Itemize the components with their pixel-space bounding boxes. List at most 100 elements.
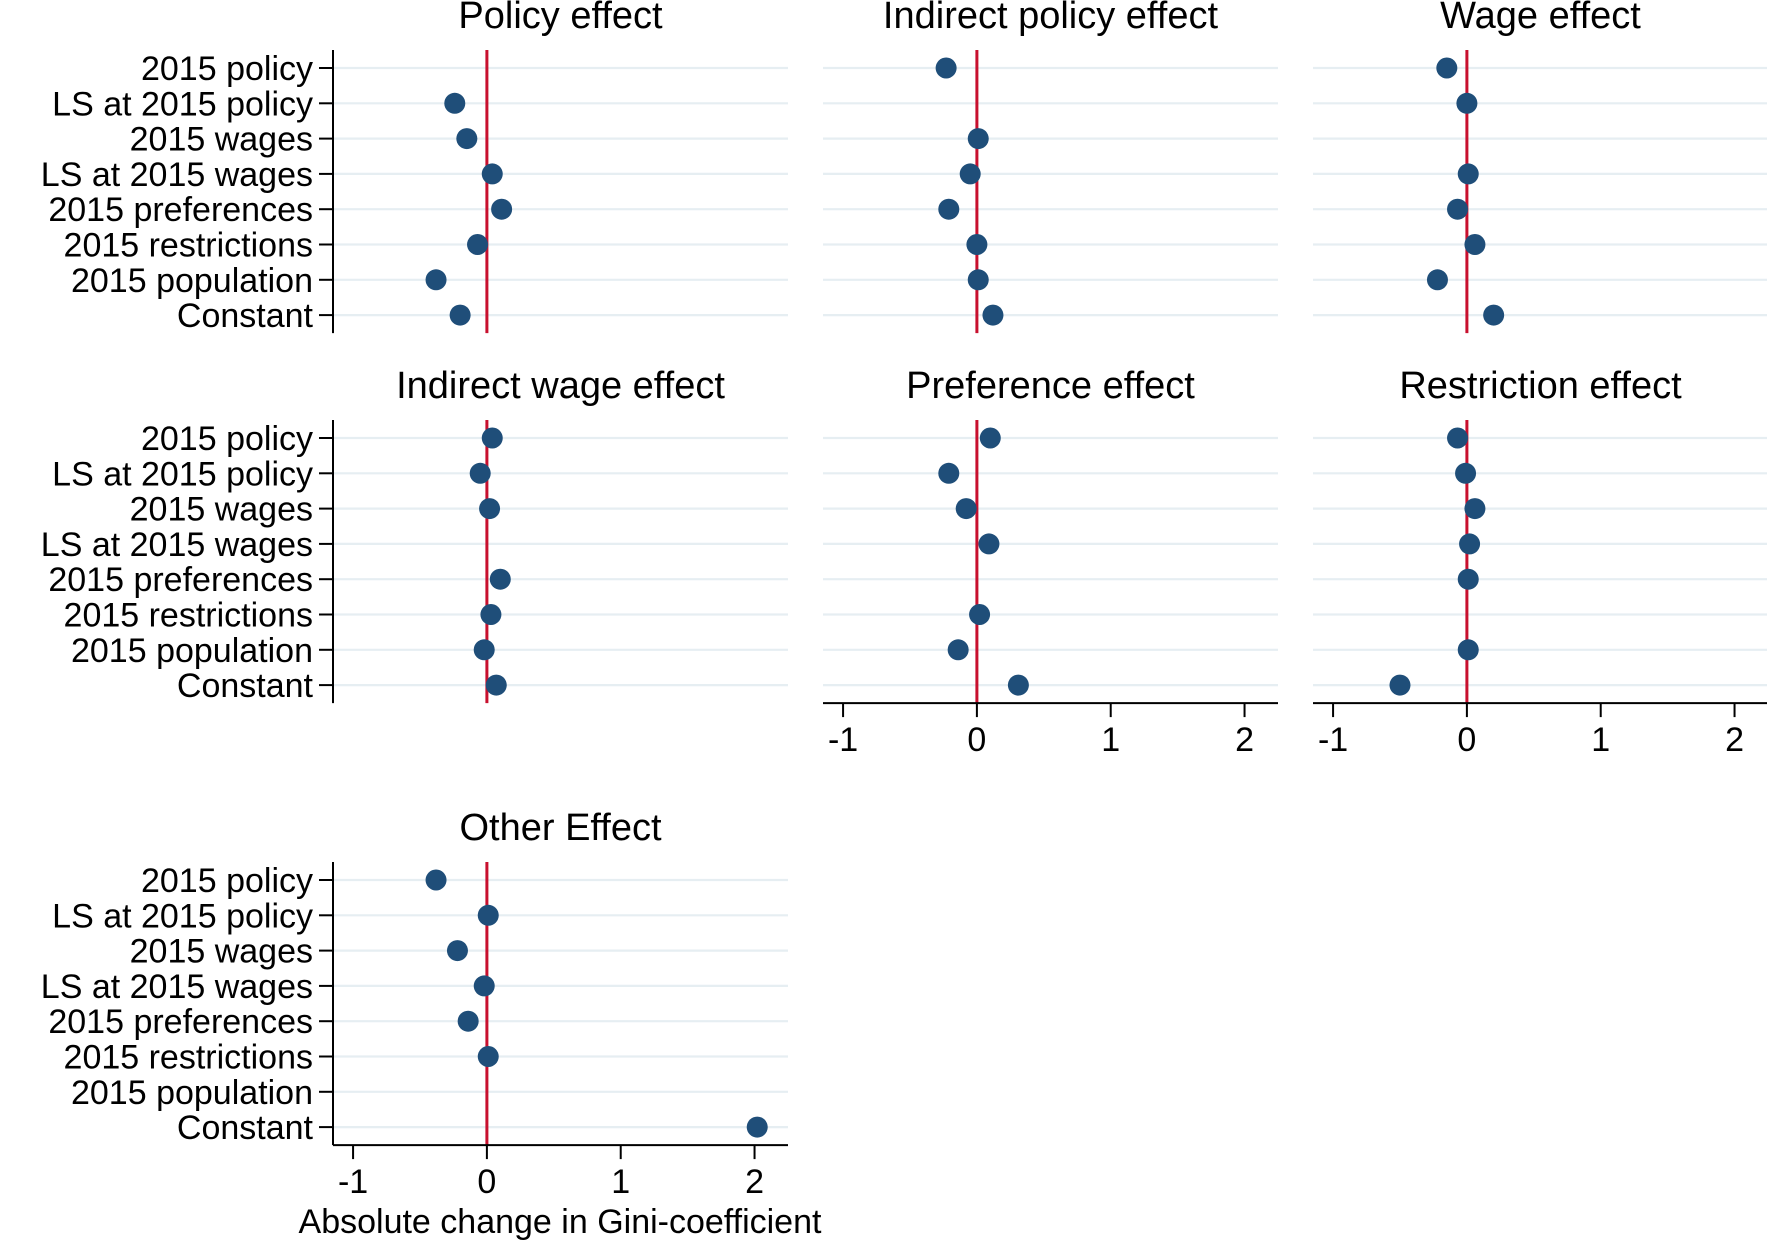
x-tick-label: 1 [1591, 721, 1610, 759]
x-tick-label: 2 [1235, 721, 1254, 759]
data-point [467, 234, 489, 255]
y-tick-label: 2015 wages [130, 933, 313, 971]
x-tick-label: 0 [967, 721, 986, 759]
data-point [480, 604, 502, 625]
y-tick-label: 2015 policy [141, 420, 313, 458]
data-point [938, 198, 960, 220]
data-point [967, 128, 989, 150]
data-point [966, 234, 988, 255]
panel-3: Wage effect [1313, 0, 1767, 334]
data-point [1389, 674, 1411, 696]
data-point [969, 604, 991, 625]
data-point [479, 498, 501, 520]
x-tick-label: -1 [828, 721, 858, 759]
y-tick-label: 2015 population [71, 262, 313, 300]
data-point [473, 639, 495, 661]
panel-title: Other Effect [459, 807, 662, 849]
y-tick-label: LS at 2015 policy [52, 897, 313, 935]
panel-title: Wage effect [1440, 0, 1641, 37]
x-tick-label: 2 [745, 1163, 764, 1201]
panel-6: Restriction effect -1 0 1 2 [1313, 365, 1767, 759]
data-point [477, 904, 499, 926]
y-tick-label: 2015 wages [130, 121, 313, 159]
data-point [1459, 533, 1481, 555]
x-tick-label: 0 [477, 1163, 496, 1201]
data-point [1457, 639, 1479, 661]
y-tick-label: 2015 wages [130, 491, 313, 529]
y-tick-label: LS at 2015 policy [52, 455, 313, 493]
data-point [485, 674, 507, 696]
data-point [473, 975, 495, 997]
data-point [491, 198, 513, 220]
panel-5: Preference effect -1 0 1 2 [823, 365, 1278, 759]
panel-title: Restriction effect [1399, 365, 1682, 407]
data-point [1447, 427, 1469, 449]
data-point [444, 92, 466, 114]
data-point [481, 163, 503, 185]
y-tick-label: 2015 preferences [48, 561, 313, 599]
x-tick-label: -1 [1318, 721, 1348, 759]
data-point [947, 639, 969, 661]
y-tick-label: LS at 2015 policy [52, 85, 313, 123]
y-tick-label: 2015 population [71, 1074, 313, 1112]
data-point [1456, 92, 1478, 114]
data-point [1464, 234, 1486, 255]
panel-title: Preference effect [906, 365, 1195, 407]
data-point [978, 533, 1000, 555]
data-point [967, 269, 989, 291]
data-point [477, 1046, 499, 1067]
data-point [979, 427, 1001, 449]
y-tick-label: 2015 policy [141, 862, 313, 900]
y-tick-label: LS at 2015 wages [41, 526, 313, 564]
data-point [746, 1116, 768, 1138]
y-tick-label: 2015 policy [141, 50, 313, 88]
data-point [449, 304, 471, 326]
panel-title: Indirect wage effect [396, 365, 725, 407]
y-tick-label: 2015 preferences [48, 191, 313, 229]
data-point [1464, 498, 1486, 520]
data-point [959, 163, 981, 185]
panel-title: Indirect policy effect [883, 0, 1219, 37]
y-tick-label: 2015 preferences [48, 1003, 313, 1041]
y-tick-label: 2015 restrictions [64, 1039, 313, 1077]
figure-x-axis-label: Absolute change in Gini-coefficient [299, 1203, 822, 1241]
data-point [1436, 57, 1458, 79]
y-tick-label: 2015 restrictions [64, 227, 313, 265]
data-point [457, 1010, 479, 1032]
y-tick-label: Constant [177, 297, 314, 335]
data-point [1457, 568, 1479, 590]
data-point [955, 498, 977, 520]
y-tick-label: 2015 population [71, 632, 313, 670]
data-point [469, 462, 491, 484]
x-tick-label: 1 [1101, 721, 1120, 759]
panel-title: Policy effect [458, 0, 663, 37]
data-point [982, 304, 1004, 326]
panel-2: Indirect policy effect [823, 0, 1278, 334]
data-point [935, 57, 957, 79]
data-point [446, 940, 468, 962]
data-point [489, 568, 511, 590]
data-point [938, 462, 960, 484]
data-point [481, 427, 503, 449]
y-tick-label: Constant [177, 667, 314, 705]
y-tick-label: LS at 2015 wages [41, 968, 313, 1006]
x-tick-label: 0 [1457, 721, 1476, 759]
data-point [1426, 269, 1448, 291]
data-point [1457, 163, 1479, 185]
data-point [1007, 674, 1029, 696]
y-tick-label: Constant [177, 1109, 314, 1147]
x-tick-label: -1 [338, 1163, 368, 1201]
y-tick-label: 2015 restrictions [64, 597, 313, 635]
y-tick-label: LS at 2015 wages [41, 156, 313, 194]
x-tick-label: 2 [1725, 721, 1744, 759]
data-point [425, 869, 447, 891]
data-point [1447, 198, 1469, 220]
x-tick-label: 1 [611, 1163, 630, 1201]
data-point [1483, 304, 1505, 326]
data-point [1455, 462, 1477, 484]
